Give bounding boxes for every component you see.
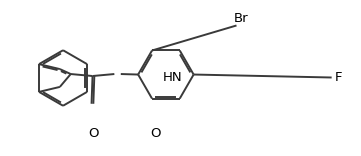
Text: Br: Br: [234, 12, 249, 25]
Text: F: F: [335, 71, 342, 84]
Text: HN: HN: [162, 71, 182, 84]
Text: O: O: [150, 127, 161, 141]
Text: O: O: [88, 127, 99, 141]
